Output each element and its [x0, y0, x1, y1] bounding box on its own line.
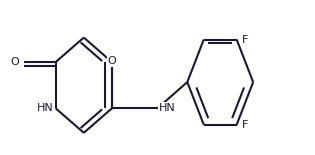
- Text: O: O: [11, 57, 20, 67]
- Text: O: O: [108, 56, 117, 66]
- Text: HN: HN: [159, 103, 176, 113]
- Text: HN: HN: [37, 103, 54, 113]
- Text: F: F: [241, 35, 248, 44]
- Text: F: F: [241, 120, 248, 130]
